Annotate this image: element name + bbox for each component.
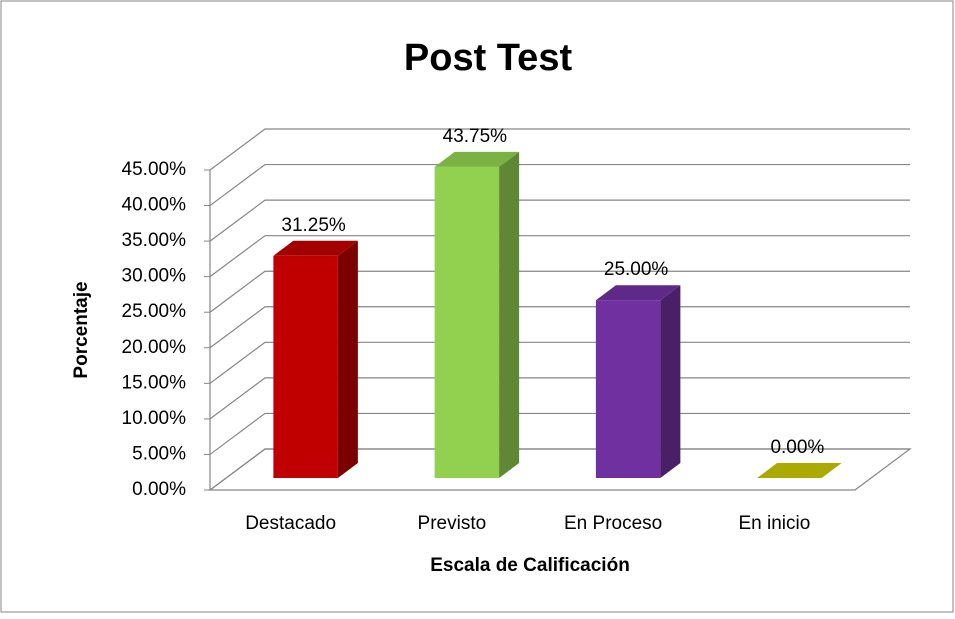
x-axis-title: Escala de Calificación: [430, 555, 630, 576]
bar-front: [434, 166, 500, 478]
y-tick-label: 45.00%: [122, 159, 187, 180]
chart-title: Post Test: [404, 37, 573, 79]
data-label: 43.75%: [443, 126, 508, 147]
data-label: 31.25%: [281, 215, 346, 236]
bar-top: [595, 285, 681, 301]
y-tick-label: 10.00%: [122, 408, 187, 429]
bar-top: [434, 151, 520, 167]
y-axis-title: Porcentaje: [71, 281, 92, 378]
grid-line: [209, 306, 910, 349]
bar-front: [273, 255, 338, 478]
grid-line: [209, 448, 910, 491]
data-label: 25.00%: [604, 259, 669, 280]
grid-line: [209, 199, 910, 242]
x-tick-label: En Proceso: [564, 513, 662, 534]
bar-top: [757, 463, 842, 478]
y-tick-label: 0.00%: [132, 479, 186, 500]
bar-top: [273, 240, 358, 256]
x-tick-label: Destacado: [245, 513, 336, 534]
y-tick-label: 5.00%: [132, 443, 186, 464]
y-tick-label: 20.00%: [122, 337, 187, 358]
grid-line: [209, 235, 910, 278]
x-tick-label: En inicio: [738, 513, 810, 534]
grid-line: [209, 163, 910, 207]
grid-line: [209, 270, 910, 313]
x-tick-label: Previsto: [418, 513, 487, 534]
y-tick-label: 15.00%: [122, 372, 187, 393]
bar-side: [660, 285, 681, 478]
bar-front: [595, 300, 661, 478]
grid-line: [209, 128, 910, 171]
y-tick-label: 40.00%: [122, 195, 187, 216]
grid-line: [209, 341, 910, 384]
y-tick-label: 25.00%: [122, 301, 187, 322]
grid-line: [209, 412, 910, 455]
y-tick-label: 30.00%: [122, 266, 187, 287]
bar-side: [499, 151, 520, 478]
y-tick-label: 35.00%: [122, 230, 187, 251]
data-label: 0.00%: [770, 437, 824, 458]
grid-line: [209, 377, 910, 420]
bar-side: [337, 240, 358, 478]
